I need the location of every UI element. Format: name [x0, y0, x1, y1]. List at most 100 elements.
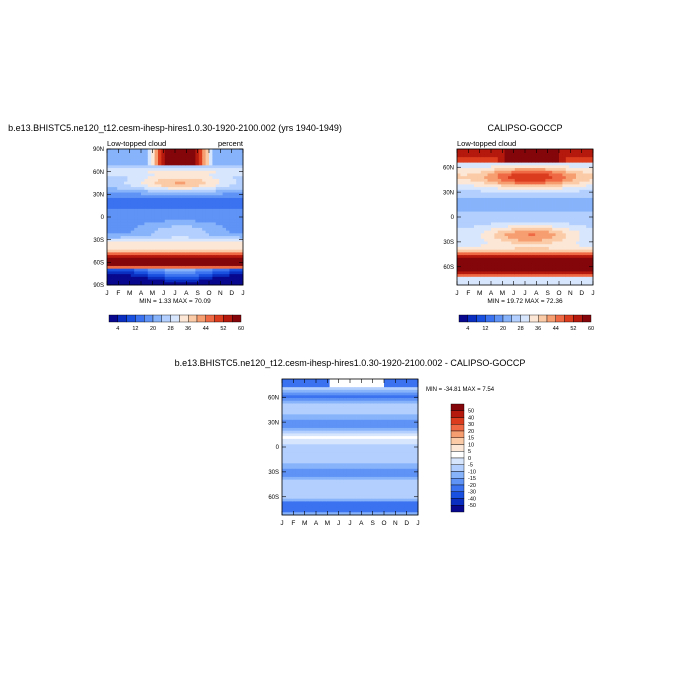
heatmap-cell [188, 230, 193, 234]
heatmap-cell [586, 279, 590, 283]
heatmap-cell [477, 263, 482, 267]
heatmap-cell [329, 425, 334, 429]
heatmap-cell [295, 471, 300, 475]
heatmap-cell [565, 214, 570, 218]
heatmap-cell [124, 208, 128, 212]
heatmap-cell [501, 192, 505, 196]
heatmap-cell [463, 176, 468, 180]
heatmap-cell [555, 238, 560, 242]
heatmap-cell [474, 236, 478, 240]
heatmap-cell [226, 159, 230, 163]
heatmap-cell [209, 217, 213, 221]
heatmap-cell [198, 189, 203, 193]
heatmap-cell [309, 487, 313, 491]
heatmap-cell [582, 181, 587, 185]
heatmap-cell [161, 268, 166, 272]
heatmap-cell [531, 181, 536, 185]
heatmap-cell [589, 184, 594, 188]
heatmap-cell [477, 168, 482, 172]
heatmap-cell [212, 217, 217, 221]
heatmap-cell [497, 197, 502, 202]
heatmap-cell [168, 260, 172, 264]
heatmap-cell [497, 149, 502, 153]
heatmap-cell [215, 173, 220, 177]
heatmap-cell [219, 274, 223, 278]
heatmap-cell [202, 170, 206, 174]
heatmap-cell [154, 241, 159, 245]
heatmap-cell [185, 165, 189, 169]
heatmap-cell [232, 187, 237, 191]
heatmap-cell [188, 154, 193, 158]
heatmap-cell [151, 249, 155, 253]
heatmap-cell [188, 184, 193, 188]
heatmap-cell [559, 252, 563, 256]
heatmap-cell [205, 244, 210, 248]
heatmap-cell [181, 149, 186, 153]
heatmap-cell [470, 219, 475, 223]
heatmap-cell [494, 260, 499, 264]
heatmap-cell [586, 282, 590, 286]
heatmap-cell [229, 173, 234, 177]
heatmap-cell [329, 490, 334, 494]
heatmap-cell [219, 252, 223, 256]
heatmap-cell [494, 225, 499, 229]
heatmap-cell [582, 265, 587, 270]
heatmap-cell [147, 154, 152, 158]
heatmap-cell [137, 214, 142, 218]
heatmap-cell [282, 444, 286, 448]
heatmap-cell [229, 159, 234, 163]
heatmap-cell [497, 187, 502, 191]
heatmap-cell [239, 236, 244, 240]
heatmap-cell [302, 512, 307, 516]
heatmap-cell [239, 225, 244, 229]
heatmap-cell [589, 197, 594, 202]
heatmap-cell [470, 187, 475, 191]
heatmap-cell [319, 381, 324, 385]
heatmap-cell [215, 192, 220, 196]
heatmap-cell [285, 479, 290, 483]
heatmap-cell [295, 425, 300, 429]
heatmap-cell [569, 173, 573, 177]
x-tick-label: D [579, 290, 584, 297]
heatmap-cell [134, 276, 138, 280]
heatmap-cell [467, 225, 471, 229]
heatmap-cell [470, 227, 475, 231]
heatmap-cell [299, 468, 303, 472]
heatmap-cell [219, 181, 223, 185]
heatmap-cell [552, 203, 556, 207]
heatmap-cell [572, 176, 577, 180]
heatmap-cell [222, 168, 227, 172]
heatmap-cell [319, 379, 324, 383]
heatmap-cell [491, 189, 495, 193]
heatmap-cell [312, 474, 317, 478]
heatmap-cell [239, 159, 244, 163]
heatmap-cell [171, 225, 176, 229]
heatmap-cell [295, 452, 300, 456]
heatmap-cell [209, 170, 213, 174]
heatmap-cell [535, 219, 539, 223]
heatmap-cell [181, 274, 186, 278]
heatmap-cell [309, 466, 313, 470]
heatmap-cell [514, 230, 519, 234]
heatmap-cell [198, 230, 203, 234]
heatmap-cell [460, 187, 465, 191]
heatmap-cell [188, 200, 193, 204]
heatmap-cell [229, 246, 234, 251]
heatmap-cell [113, 279, 118, 283]
heatmap-cell [319, 487, 324, 491]
heatmap-cell [326, 392, 330, 396]
heatmap-cell [144, 159, 149, 163]
heatmap-cell [212, 219, 217, 223]
heatmap-cell [470, 244, 475, 248]
heatmap-cell [322, 498, 327, 502]
heatmap-cell [299, 509, 303, 513]
heatmap-cell [333, 479, 337, 483]
heatmap-cell [178, 244, 183, 248]
heatmap-cell [222, 149, 227, 153]
heatmap-cell [497, 225, 502, 229]
heatmap-cell [185, 200, 189, 204]
heatmap-cell [117, 165, 121, 169]
heatmap-cell [569, 181, 573, 185]
heatmap-cell [195, 241, 200, 245]
heatmap-cell [508, 246, 512, 251]
